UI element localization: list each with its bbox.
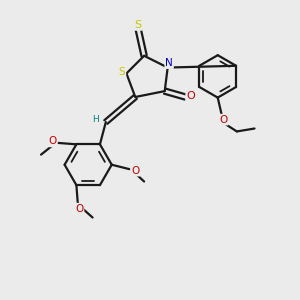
Text: S: S bbox=[135, 20, 142, 30]
Text: O: O bbox=[75, 204, 83, 214]
Text: S: S bbox=[119, 67, 125, 77]
Text: O: O bbox=[131, 166, 140, 176]
Text: O: O bbox=[49, 136, 57, 146]
Text: O: O bbox=[186, 91, 195, 100]
Text: O: O bbox=[220, 115, 228, 125]
Text: H: H bbox=[92, 115, 99, 124]
Text: N: N bbox=[165, 58, 173, 68]
